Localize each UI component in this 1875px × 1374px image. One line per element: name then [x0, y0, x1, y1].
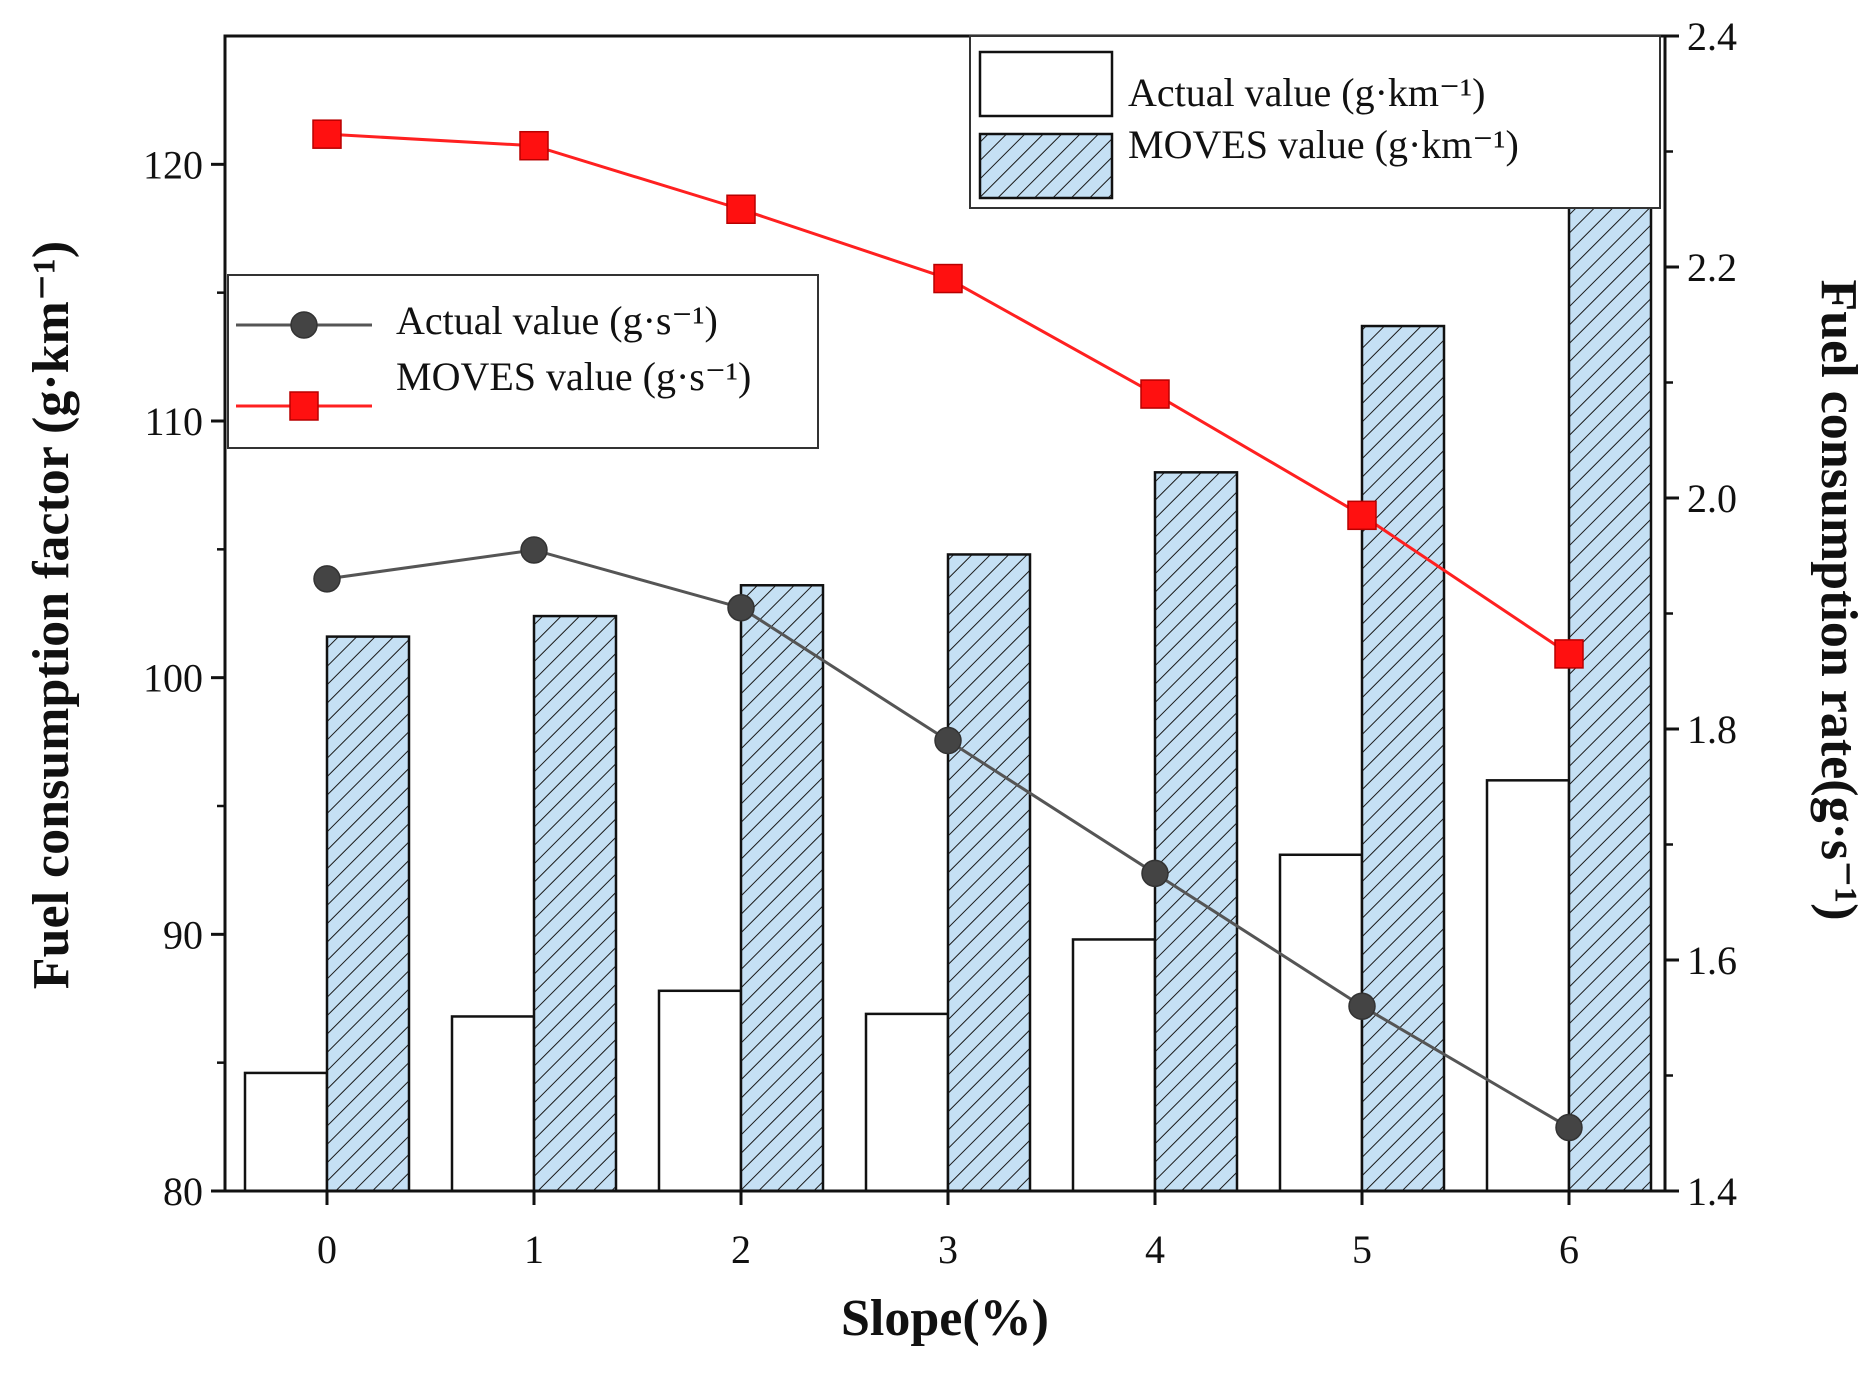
actual-factor-bar-1	[450, 1015, 536, 1193]
moves-factor-bar-5	[1360, 324, 1446, 1193]
actual-factor-bar-5	[1278, 853, 1364, 1193]
x-tick-label-6: 6	[1559, 1227, 1579, 1272]
legend-marker-square-icon	[289, 391, 319, 421]
y-axis-left-title: Fuel consumption factor (g·km⁻¹)	[23, 241, 80, 989]
moves-factor-bar-0	[325, 635, 411, 1193]
moves-rate-point-5	[1347, 500, 1377, 531]
x-tick-label-4: 4	[1145, 1227, 1165, 1272]
line-legend: Actual value (g·s⁻¹) MOVES value (g·s⁻¹)	[227, 274, 819, 449]
moves-rate-point-2	[726, 194, 756, 224]
bar-legend: Actual value (g·km⁻¹) MOVES value (g·km⁻…	[969, 35, 1661, 209]
legend-label-moves-rate: MOVES value (g·s⁻¹)	[396, 354, 751, 399]
moves-factor-bar-6	[1567, 152, 1653, 1193]
lines-layer	[312, 119, 1584, 1142]
legend-swatch-moves-bar	[978, 132, 1114, 200]
line-legend-box	[227, 274, 819, 449]
y-left-tick-label-110: 110	[144, 399, 203, 444]
y-right-tick-label-2.2: 2.2	[1687, 245, 1737, 290]
y-right-tick-label-2.4: 2.4	[1687, 14, 1737, 59]
y-left-tick-label-100: 100	[143, 656, 203, 701]
moves-factor-bar-3	[946, 553, 1032, 1193]
axes-layer: 0 1 2 3 4 5 6 80 90 100 110 120 1.4 1.6 1.8 2.0 2.2 2.4	[143, 14, 1737, 1272]
actual-rate-point-4	[1141, 859, 1169, 888]
moves-rate-point-3	[933, 263, 963, 294]
actual-rate-point-5	[1348, 992, 1376, 1020]
x-tick-label-5: 5	[1352, 1227, 1372, 1272]
bars-layer	[243, 152, 1653, 1193]
y-right-tick-label-1.8: 1.8	[1687, 707, 1737, 752]
moves-factor-bar-4	[1153, 471, 1239, 1193]
moves-rate-point-1	[519, 130, 549, 161]
x-tick-label-0: 0	[317, 1227, 337, 1272]
moves-rate-point-4	[1140, 379, 1170, 409]
actual-rate-point-2	[727, 593, 755, 622]
y-left-tick-label-90: 90	[163, 912, 203, 957]
y-right-tick-label-2.0: 2.0	[1687, 476, 1737, 521]
legend-label-moves-bar: MOVES value (g·km⁻¹)	[1128, 122, 1519, 167]
actual-factor-bar-2	[657, 989, 743, 1193]
y-axis-right-title: Fuel consumption rate(g·s⁻¹)	[1810, 279, 1867, 920]
legend-marker-circle-icon	[290, 311, 318, 339]
actual-rate-point-0	[313, 565, 341, 593]
actual-rate-point-6	[1555, 1113, 1583, 1142]
actual-factor-bar-4	[1071, 938, 1157, 1193]
x-axis-title: Slope(%)	[841, 1290, 1049, 1347]
y-left-tick-label-80: 80	[163, 1169, 203, 1214]
actual-rate-point-3	[934, 726, 962, 755]
legend-label-actual-rate: Actual value (g·s⁻¹)	[396, 298, 718, 343]
moves-factor-bar-2	[739, 584, 825, 1193]
moves-rate-point-0	[312, 119, 342, 149]
legend-label-actual-bar: Actual value (g·km⁻¹)	[1128, 70, 1485, 115]
y-right-tick-label-1.4: 1.4	[1687, 1169, 1737, 1214]
y-left-tick-label-120: 120	[143, 142, 203, 187]
moves-rate-point-6	[1554, 639, 1584, 669]
x-tick-label-3: 3	[938, 1227, 958, 1272]
actual-factor-bar-0	[243, 1071, 329, 1193]
actual-factor-bar-3	[864, 1012, 950, 1193]
x-tick-label-1: 1	[524, 1227, 544, 1272]
x-tick-label-2: 2	[731, 1227, 751, 1272]
y-right-tick-label-1.6: 1.6	[1687, 938, 1737, 983]
actual-rate-point-1	[520, 536, 548, 564]
moves-factor-bar-1	[532, 614, 618, 1193]
legend-swatch-actual-bar	[978, 50, 1114, 118]
